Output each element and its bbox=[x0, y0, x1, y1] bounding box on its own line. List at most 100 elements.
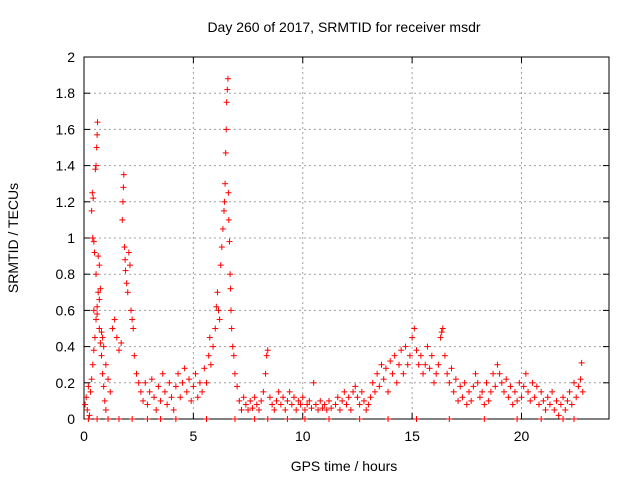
y-tick-label: 1 bbox=[67, 230, 75, 246]
data-point bbox=[96, 296, 103, 303]
data-point bbox=[222, 149, 229, 156]
data-point bbox=[291, 394, 297, 401]
data-point bbox=[310, 379, 317, 386]
data-point bbox=[463, 401, 470, 408]
data-point bbox=[354, 394, 361, 401]
data-point bbox=[315, 406, 322, 413]
data-point bbox=[494, 361, 501, 368]
data-point bbox=[332, 401, 339, 408]
data-point bbox=[102, 406, 109, 413]
data-point bbox=[498, 379, 505, 386]
data-point bbox=[562, 406, 569, 413]
data-point bbox=[256, 406, 262, 413]
data-point bbox=[546, 401, 553, 408]
data-point bbox=[306, 397, 313, 404]
data-point bbox=[93, 162, 100, 169]
data-point bbox=[358, 388, 365, 395]
data-point bbox=[385, 388, 392, 395]
data-point bbox=[393, 379, 400, 386]
data-point bbox=[459, 394, 466, 401]
y-tick-label: 0.4 bbox=[56, 339, 76, 355]
data-point bbox=[90, 347, 97, 354]
data-point bbox=[125, 249, 132, 256]
data-point bbox=[501, 388, 507, 395]
x-tick-label: 5 bbox=[189, 428, 197, 444]
data-point bbox=[367, 394, 374, 401]
data-point bbox=[266, 394, 273, 401]
data-point bbox=[321, 401, 328, 408]
data-point bbox=[234, 383, 241, 390]
y-tick-label: 1.4 bbox=[56, 158, 76, 174]
data-point bbox=[487, 388, 494, 395]
data-point bbox=[86, 412, 93, 419]
data-point bbox=[441, 352, 448, 359]
data-point bbox=[374, 370, 381, 377]
data-point bbox=[247, 397, 254, 404]
data-point bbox=[164, 401, 171, 408]
data-point bbox=[172, 383, 179, 390]
data-point bbox=[101, 397, 108, 404]
data-point bbox=[179, 379, 186, 386]
data-point bbox=[188, 397, 195, 404]
data-point bbox=[382, 365, 389, 372]
data-point bbox=[89, 235, 96, 241]
data-point bbox=[85, 383, 92, 390]
data-point bbox=[98, 329, 105, 336]
data-point bbox=[284, 397, 291, 404]
data-point bbox=[170, 406, 177, 413]
y-tick-label: 0.8 bbox=[56, 266, 76, 282]
data-point bbox=[212, 325, 219, 332]
data-point bbox=[240, 394, 247, 401]
data-point bbox=[105, 376, 112, 383]
data-point bbox=[415, 361, 422, 368]
data-point bbox=[88, 376, 95, 383]
data-point bbox=[380, 376, 387, 383]
data-point bbox=[263, 352, 270, 359]
data-point bbox=[571, 379, 577, 386]
data-point bbox=[157, 397, 164, 404]
data-point bbox=[293, 406, 300, 413]
data-point bbox=[413, 416, 420, 422]
data-point bbox=[361, 397, 367, 404]
data-point bbox=[231, 416, 238, 422]
data-point bbox=[159, 370, 166, 377]
data-point bbox=[277, 401, 284, 408]
data-point bbox=[288, 401, 295, 408]
data-point bbox=[92, 166, 99, 173]
data-point bbox=[151, 394, 157, 401]
data-point bbox=[90, 195, 97, 202]
data-point bbox=[341, 388, 348, 395]
data-point bbox=[155, 383, 162, 390]
data-point bbox=[481, 401, 488, 408]
data-point bbox=[253, 401, 260, 408]
data-point bbox=[203, 416, 210, 422]
data-point bbox=[216, 316, 223, 323]
data-point bbox=[396, 361, 402, 368]
y-tick-label: 1.6 bbox=[56, 121, 76, 137]
data-point bbox=[118, 339, 125, 346]
data-point bbox=[448, 365, 455, 372]
data-point bbox=[168, 394, 175, 401]
data-point bbox=[107, 388, 114, 395]
data-point bbox=[336, 406, 343, 413]
y-tick-label: 0.6 bbox=[56, 302, 76, 318]
data-point bbox=[214, 289, 221, 296]
data-point bbox=[446, 379, 453, 386]
data-point bbox=[181, 365, 188, 372]
data-point bbox=[242, 401, 249, 408]
data-point bbox=[245, 406, 252, 413]
data-point bbox=[474, 379, 481, 386]
data-point bbox=[365, 401, 372, 408]
data-point bbox=[555, 412, 562, 419]
y-tick-label: 0.2 bbox=[56, 375, 76, 391]
data-point bbox=[128, 307, 135, 314]
data-point bbox=[560, 394, 567, 401]
data-point bbox=[339, 397, 346, 404]
data-point bbox=[525, 388, 532, 395]
data-point bbox=[516, 379, 523, 386]
data-point bbox=[97, 339, 104, 346]
x-tick-label: 10 bbox=[295, 428, 311, 444]
data-point bbox=[166, 379, 173, 386]
data-point bbox=[89, 189, 96, 196]
data-point bbox=[284, 416, 291, 422]
